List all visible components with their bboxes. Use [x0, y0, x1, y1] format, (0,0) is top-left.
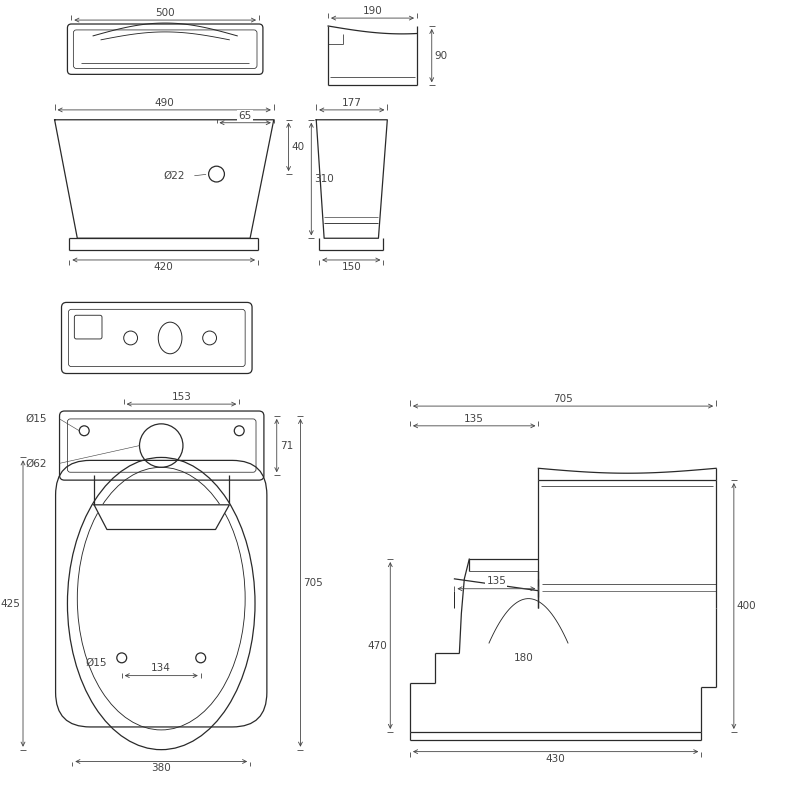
Text: Ø62: Ø62: [26, 458, 46, 468]
Text: 400: 400: [737, 601, 757, 611]
Text: 425: 425: [0, 598, 20, 609]
Polygon shape: [94, 505, 230, 530]
Text: 470: 470: [367, 641, 387, 650]
Text: Ø22: Ø22: [163, 171, 185, 181]
Text: Ø15: Ø15: [86, 658, 107, 668]
Text: 180: 180: [514, 653, 534, 663]
Text: 490: 490: [154, 98, 174, 108]
Text: 190: 190: [362, 6, 382, 16]
Text: 177: 177: [342, 98, 362, 108]
Text: 430: 430: [546, 754, 566, 764]
Text: 135: 135: [486, 576, 506, 586]
FancyBboxPatch shape: [62, 302, 252, 374]
FancyBboxPatch shape: [67, 24, 263, 74]
Text: 380: 380: [151, 763, 171, 774]
Text: 705: 705: [553, 394, 573, 404]
FancyBboxPatch shape: [59, 411, 264, 480]
Text: 420: 420: [154, 262, 174, 272]
Text: 150: 150: [342, 262, 361, 272]
FancyBboxPatch shape: [74, 315, 102, 339]
Text: 153: 153: [171, 392, 191, 402]
Text: 310: 310: [314, 174, 334, 184]
Text: 90: 90: [434, 50, 448, 61]
Text: Ø15: Ø15: [26, 414, 46, 424]
Text: 705: 705: [303, 578, 323, 588]
Text: 71: 71: [280, 441, 293, 450]
Text: 65: 65: [238, 110, 252, 121]
Text: 40: 40: [291, 142, 305, 152]
Text: 135: 135: [464, 414, 484, 424]
Text: 500: 500: [155, 8, 175, 18]
Text: 134: 134: [151, 662, 171, 673]
